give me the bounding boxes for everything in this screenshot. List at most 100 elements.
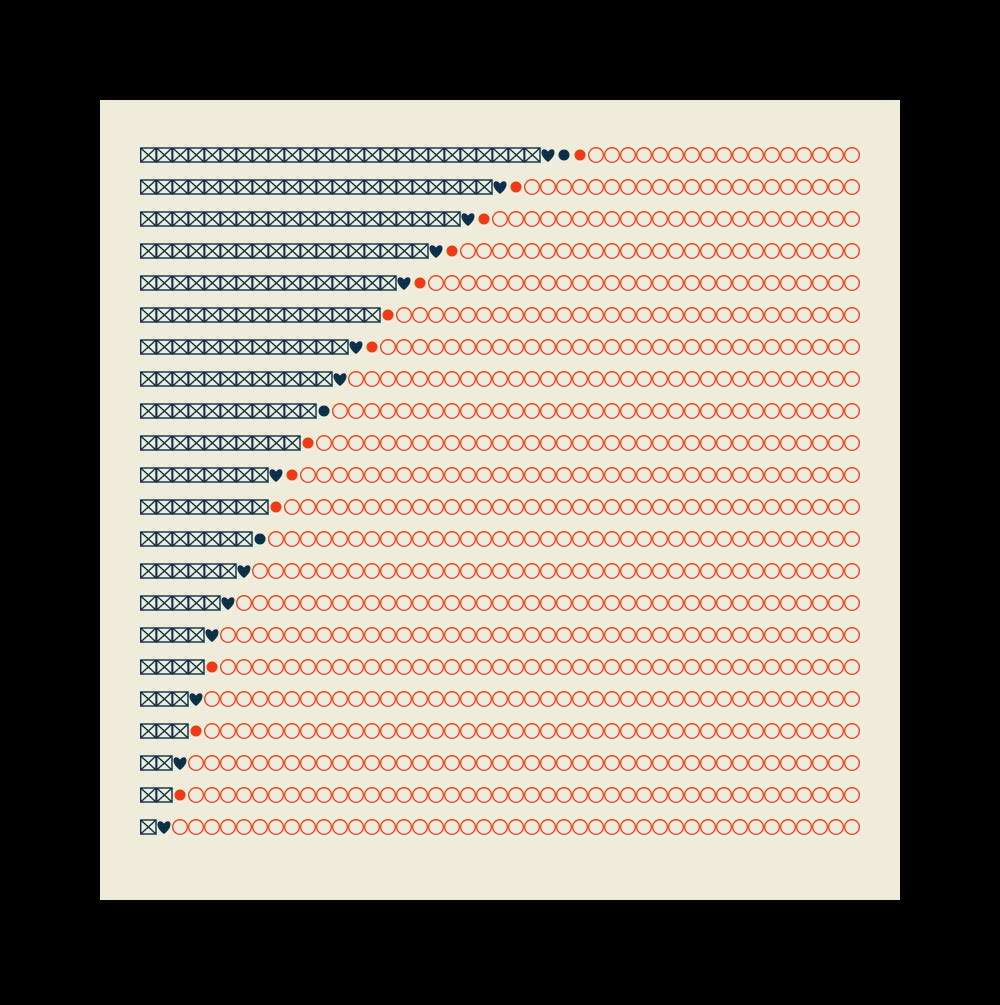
- crossed-box: [332, 339, 349, 355]
- box-cross: [220, 339, 237, 355]
- empty-circle: [684, 531, 700, 547]
- empty-circle: [268, 691, 284, 707]
- box-cross: [380, 147, 397, 163]
- empty-circle: [364, 627, 380, 643]
- box-cross: [300, 307, 317, 323]
- box-cross: [188, 307, 205, 323]
- empty-circle: [732, 403, 748, 419]
- empty-circle: [380, 691, 396, 707]
- empty-circle: [316, 787, 332, 803]
- box-cross: [332, 243, 349, 259]
- crossed-box: [251, 147, 269, 163]
- box-cross: [332, 147, 349, 163]
- empty-circle: [444, 723, 460, 739]
- empty-circle: [828, 435, 844, 451]
- crossed-box: [251, 243, 269, 259]
- empty-circle: [604, 339, 620, 355]
- empty-circle: [428, 787, 444, 803]
- box-frame: [348, 211, 365, 227]
- heart: [157, 821, 171, 834]
- empty-circle: [844, 339, 860, 355]
- crossed-box: [508, 147, 525, 163]
- empty-circle: [508, 531, 524, 547]
- empty-circle: [300, 723, 316, 739]
- heart: [221, 597, 235, 610]
- empty-circle: [540, 371, 556, 387]
- empty-circle: [188, 755, 204, 771]
- empty-circle: [572, 755, 588, 771]
- symbol-row: [139, 243, 860, 259]
- empty-circle: [476, 627, 492, 643]
- crossed-box: [268, 275, 285, 291]
- empty-circle: [828, 243, 844, 259]
- empty-circle: [508, 755, 524, 771]
- box-cross: [156, 243, 173, 259]
- empty-circle: [764, 275, 780, 291]
- empty-circle: [732, 787, 748, 803]
- empty-circle: [748, 339, 764, 355]
- box-frame: [460, 147, 477, 163]
- box-frame: [284, 339, 301, 355]
- empty-circle: [572, 243, 588, 259]
- empty-circle: [700, 403, 716, 419]
- empty-circle: [572, 659, 588, 675]
- empty-circle: [572, 211, 588, 227]
- empty-circle: [460, 563, 476, 579]
- empty-circle: [396, 403, 412, 419]
- empty-circle: [428, 371, 444, 387]
- box-cross: [364, 211, 381, 227]
- box-cross: [348, 243, 365, 259]
- empty-circle: [748, 595, 764, 611]
- empty-circle: [604, 499, 620, 515]
- empty-circle: [604, 755, 620, 771]
- empty-circle: [828, 339, 844, 355]
- box-cross: [476, 179, 493, 195]
- empty-circle: [572, 787, 588, 803]
- empty-circle: [540, 179, 556, 195]
- symbol-row: [139, 371, 860, 387]
- empty-circle: [588, 403, 604, 419]
- empty-circle: [428, 819, 444, 835]
- dark-dot: [254, 533, 266, 545]
- empty-circle: [556, 339, 572, 355]
- empty-circle: [812, 435, 828, 451]
- empty-circle: [748, 627, 764, 643]
- box-cross: [396, 147, 413, 163]
- empty-circle: [252, 659, 268, 675]
- empty-circle: [572, 499, 588, 515]
- empty-circle: [812, 339, 828, 355]
- empty-circle: [364, 467, 380, 483]
- empty-circle: [396, 659, 412, 675]
- box-frame: [300, 307, 317, 323]
- crossed-box: [139, 819, 157, 835]
- empty-circle: [652, 659, 668, 675]
- empty-circle: [684, 179, 700, 195]
- empty-circle: [684, 211, 700, 227]
- box-cross: [428, 211, 445, 227]
- box-frame: [235, 531, 253, 547]
- crossed-box: [332, 275, 349, 291]
- box-cross: [172, 659, 189, 675]
- empty-circle: [316, 499, 332, 515]
- box-cross: [252, 435, 269, 451]
- box-cross: [156, 563, 173, 579]
- box-cross: [300, 371, 317, 387]
- box-cross: [412, 211, 429, 227]
- box-frame: [235, 339, 253, 355]
- empty-circle: [284, 787, 300, 803]
- crossed-box: [428, 147, 445, 163]
- crossed-box: [251, 371, 269, 387]
- empty-circle: [764, 307, 780, 323]
- box-cross: [364, 147, 381, 163]
- empty-circle: [604, 211, 620, 227]
- crossed-box: [300, 211, 317, 227]
- empty-circle: [588, 179, 604, 195]
- box-frame: [284, 147, 301, 163]
- empty-circle: [700, 467, 716, 483]
- empty-circle: [316, 819, 332, 835]
- box-frame: [268, 435, 285, 451]
- empty-circle: [348, 723, 364, 739]
- empty-circle: [252, 819, 268, 835]
- crossed-box: [251, 403, 269, 419]
- empty-circle: [684, 563, 700, 579]
